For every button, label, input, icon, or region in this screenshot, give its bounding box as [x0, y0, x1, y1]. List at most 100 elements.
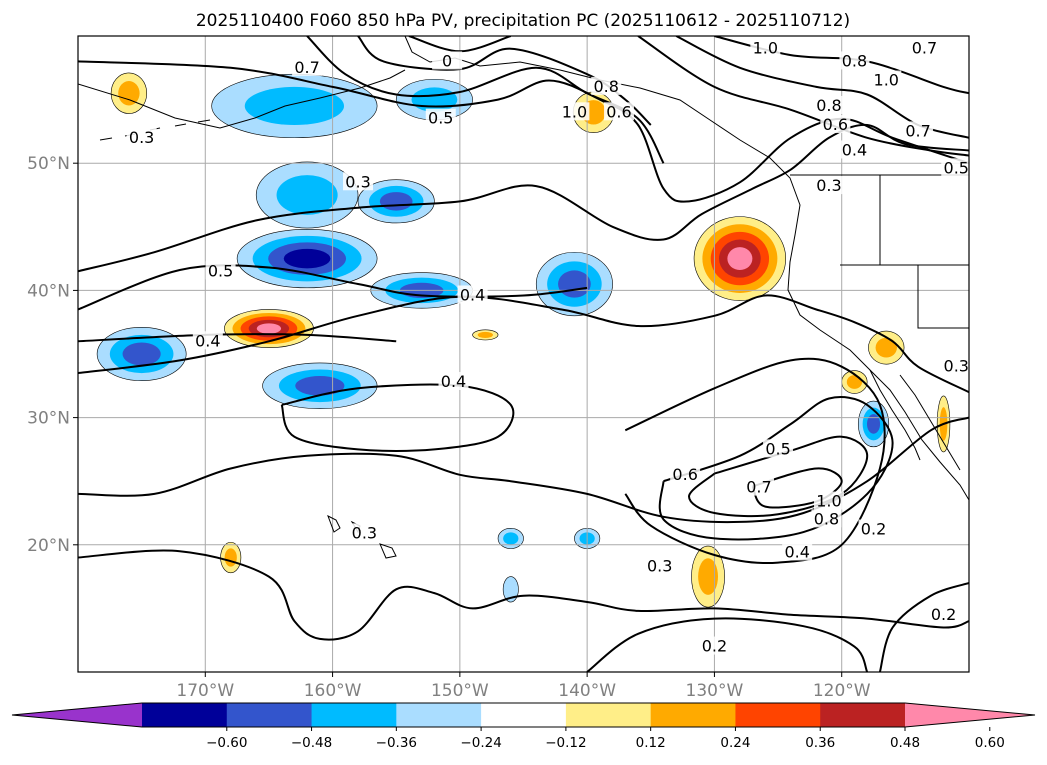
contour-label: 0.5 [428, 109, 453, 128]
gulf-of-california-coastline [899, 374, 961, 471]
pv-contour [408, 36, 512, 53]
contour-label-bg [750, 38, 781, 57]
colorbar-tick-label: 0.12 [636, 735, 666, 751]
shaded-region [224, 309, 314, 348]
colorbar-segment [226, 703, 313, 727]
contour-label-bg [839, 51, 870, 70]
x-tick-label: 140°W [558, 681, 616, 701]
contour-label-bg [457, 285, 488, 304]
y-tick-label: 30°N [27, 409, 70, 429]
map-frame [77, 35, 970, 673]
latitude-axis: 50°N 40°N 30°N 20°N [27, 154, 78, 556]
contour-label-bg [292, 57, 323, 76]
colorbar-segment [735, 703, 821, 727]
contour-label: 0.7 [294, 58, 319, 77]
contour-label-bg [782, 542, 813, 561]
contour-label: 0.3 [352, 523, 377, 542]
colorbar-segment [311, 703, 397, 727]
contour-label: 0.8 [816, 96, 841, 115]
contour-label-bg [871, 70, 902, 89]
shaded-region [472, 329, 499, 341]
contour-label-bg [928, 604, 959, 623]
contour-label: 0.7 [912, 39, 937, 58]
pv-contour [586, 617, 869, 672]
pv-contour [280, 383, 515, 452]
shaded-region [497, 527, 524, 549]
colorbar-tick-label: 0.36 [805, 735, 835, 751]
shaded-region [857, 400, 890, 448]
lat-lon-gridlines [78, 36, 969, 672]
contour-label-bg [670, 464, 701, 483]
shaded-band [244, 86, 345, 126]
contour-label: 0.8 [814, 509, 839, 528]
colorbar-tick-label: −0.24 [460, 735, 501, 751]
shaded-region [693, 216, 787, 301]
shaded-region [357, 179, 435, 224]
colorbar-extend-min [12, 703, 142, 727]
pv-contour [357, 36, 652, 126]
contour-label-bg [811, 509, 842, 528]
baja-peninsula-coastline [869, 369, 921, 461]
contour-label: 0.3 [944, 357, 969, 376]
contour-label-bg [858, 519, 889, 538]
contour-label-bg [192, 331, 223, 350]
colorbar: −0.60 −0.48 −0.36 −0.24 −0.12 0.12 0.24 0.36 0.4… [11, 702, 1036, 751]
longitude-axis: 170°W 160°W 150°W 140°W 130°W 120°W [176, 672, 871, 701]
contour-label: 0.6 [672, 465, 697, 484]
contour-label: 1.0 [874, 71, 899, 90]
shaded-band [558, 270, 591, 298]
us-state-borders [790, 174, 969, 329]
shaded-band [502, 576, 519, 603]
shaded-band [379, 192, 413, 211]
contour-label: 0.4 [195, 331, 220, 350]
contour-label-bg [820, 115, 851, 134]
colorbar-tick-label: −0.60 [206, 735, 247, 751]
contour-label: 0.4 [460, 285, 485, 304]
colorbar-segment [820, 703, 906, 727]
colorbar-tick-label: 0.60 [975, 735, 1005, 751]
colorbar-extend-max [905, 703, 1035, 727]
pv-contour [78, 294, 969, 394]
pv-contour [751, 467, 843, 509]
shaded-band [503, 532, 519, 545]
contour-label-bg [591, 76, 622, 95]
y-tick-label: 50°N [27, 154, 70, 174]
colorbar-segment [481, 703, 567, 727]
pv-contour [78, 549, 969, 641]
shaded-band [118, 81, 140, 106]
shaded-region [262, 362, 378, 409]
pv-contour-layer: 0.30.7 00.5 1.00.80.61.00.80.71.00.80.6 0.7… [78, 36, 969, 672]
pv-contour [78, 333, 397, 343]
contour-label: 0.2 [861, 520, 886, 539]
north-america-coastline [404, 36, 969, 501]
chart-title: 2025110400 F060 850 hPa PV, precipitatio… [196, 11, 850, 31]
colorbar-tick-label: −0.36 [376, 735, 417, 751]
shaded-band [276, 175, 338, 215]
alaska-peninsula-coastline [78, 69, 406, 129]
shaded-band [283, 248, 331, 269]
shaded-region [110, 72, 148, 114]
shaded-band [846, 375, 863, 389]
colorbar-segment [565, 703, 652, 727]
contour-label-bg [559, 102, 590, 121]
contour-label-bg [343, 172, 374, 191]
contour-label-bg [813, 95, 844, 114]
contour-label: 0.3 [129, 128, 154, 147]
contour-label: 0.6 [823, 115, 848, 134]
shaded-region [535, 251, 613, 317]
contour-label-bg [813, 176, 844, 195]
contour-label: 0.4 [784, 542, 809, 561]
pv-contour [658, 396, 894, 541]
pv-contour [878, 582, 969, 672]
shaded-region [691, 545, 725, 608]
x-tick-label: 170°W [176, 681, 234, 701]
contour-label: 0.6 [606, 102, 631, 121]
colorbar-outline [11, 702, 1036, 728]
contour-label: 0.3 [345, 172, 370, 191]
contour-label-bg [603, 102, 634, 121]
contour-label: 0 [442, 51, 452, 70]
colorbar-tick-label: 0.48 [890, 735, 920, 751]
contour-label: 0.2 [931, 605, 956, 624]
shaded-band [866, 414, 881, 434]
